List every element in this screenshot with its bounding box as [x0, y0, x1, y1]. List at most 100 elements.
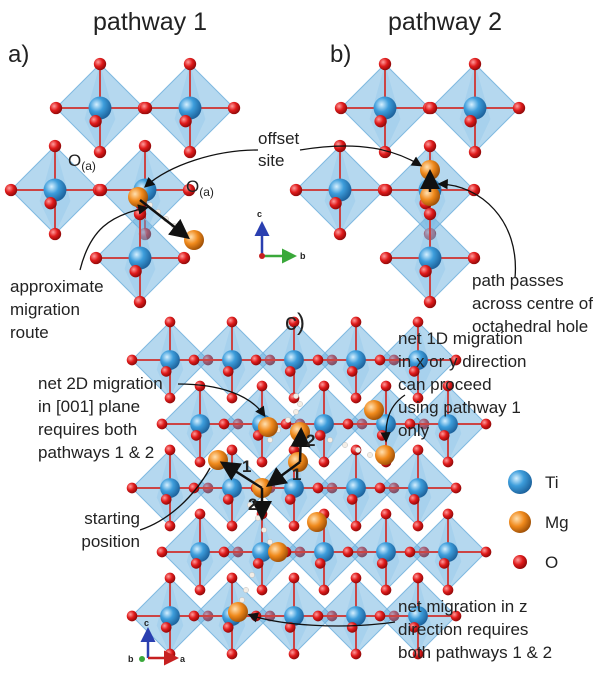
O-atom — [226, 444, 238, 456]
O-atom — [160, 494, 172, 505]
Ti-atom — [314, 542, 334, 562]
O-atom — [314, 430, 326, 441]
path-dot — [243, 587, 249, 593]
panel-title: pathway 2 — [388, 8, 502, 36]
axis-origin — [259, 253, 265, 259]
O-atom — [252, 558, 264, 569]
Mg-atom — [184, 230, 204, 250]
O-atom — [408, 366, 420, 377]
path-dot — [261, 527, 267, 533]
O-atom — [226, 572, 238, 584]
O-atom — [190, 430, 202, 441]
callout: net 2D migration in [001] plane requires b… — [38, 374, 163, 462]
O-atom — [284, 494, 296, 505]
path-dot — [293, 393, 299, 399]
O-atom — [442, 456, 454, 468]
leader-line — [437, 179, 517, 279]
O-atom — [408, 494, 420, 505]
O-atom — [468, 57, 482, 71]
callout-line: using pathway 1 — [398, 398, 521, 417]
Ti-atom — [346, 606, 366, 626]
atom-label: O(a) — [186, 177, 214, 199]
O-atom — [164, 520, 176, 532]
O-atom — [93, 145, 107, 159]
callout-line: path passes — [472, 271, 564, 290]
O-atom — [48, 227, 62, 241]
axis-label: b — [300, 251, 306, 261]
O-atom — [346, 366, 358, 377]
path-dot — [239, 597, 245, 603]
Ti-atom — [463, 96, 487, 120]
Ti-atom — [314, 414, 334, 434]
O-atom — [93, 57, 107, 71]
callout-line: approximate — [10, 277, 104, 296]
O-atom — [438, 430, 450, 441]
axis-label: c — [144, 618, 149, 628]
callout-line: position — [81, 532, 140, 551]
path-dot — [327, 437, 333, 443]
Ti-atom — [284, 606, 304, 626]
O-atom — [408, 622, 420, 633]
O-atom — [350, 392, 362, 404]
O-atom — [256, 584, 268, 596]
O-atom — [190, 558, 202, 569]
O-atom — [450, 482, 462, 494]
path-number: 2 — [248, 495, 257, 514]
O-atom — [329, 197, 342, 210]
Mg-atom — [208, 450, 228, 470]
Ti-atom — [43, 178, 67, 202]
leader-line — [79, 204, 149, 271]
Ti-atom — [284, 478, 304, 498]
path-dot — [249, 572, 255, 578]
O-atom — [289, 183, 303, 197]
O-atom — [412, 572, 424, 584]
O-atom — [49, 101, 63, 115]
atom-label-base: O — [68, 151, 81, 170]
O-atom — [126, 610, 138, 622]
O-atom — [160, 366, 172, 377]
O-atom — [188, 482, 200, 494]
callout: approximate migration route — [10, 277, 104, 342]
Ti-atom — [160, 606, 180, 626]
panel-label: b) — [330, 41, 351, 68]
O-atom — [160, 622, 172, 633]
O-atom — [4, 183, 18, 197]
callout: offset site — [258, 129, 300, 170]
path-dot — [255, 515, 261, 521]
Mg-atom — [268, 542, 288, 562]
O-atom — [438, 558, 450, 569]
O-atom — [380, 584, 392, 596]
legend-label: O — [545, 553, 558, 572]
path-dot — [267, 437, 273, 443]
O-atom — [44, 197, 57, 210]
O-atom — [350, 520, 362, 532]
O-atom — [318, 380, 330, 392]
O-atom — [442, 380, 454, 392]
O-atom — [467, 183, 481, 197]
Ti-atom — [222, 478, 242, 498]
path-dot — [293, 409, 299, 415]
callout-line: both pathways 1 & 2 — [398, 643, 552, 662]
O-atom — [342, 418, 354, 430]
Mg-atom — [258, 417, 278, 437]
O-atom — [318, 584, 330, 596]
Ti-atom — [373, 96, 397, 120]
Ti-atom — [376, 542, 396, 562]
O-atom — [288, 520, 300, 532]
migration-arrow — [219, 461, 263, 490]
callout: starting position — [81, 509, 140, 551]
leader-line — [139, 467, 211, 531]
O-atom — [312, 354, 324, 366]
O-atom — [256, 456, 268, 468]
O-atom — [379, 251, 393, 265]
Ti-atom — [438, 414, 458, 434]
O-atom — [312, 610, 324, 622]
Mg-atom — [420, 186, 440, 206]
callout-line: only — [398, 421, 430, 440]
path-dot — [297, 401, 303, 407]
O-atom — [194, 380, 206, 392]
O-atom — [312, 482, 324, 494]
O-atom — [138, 139, 152, 153]
leader-line — [247, 612, 396, 627]
O-atom — [183, 57, 197, 71]
